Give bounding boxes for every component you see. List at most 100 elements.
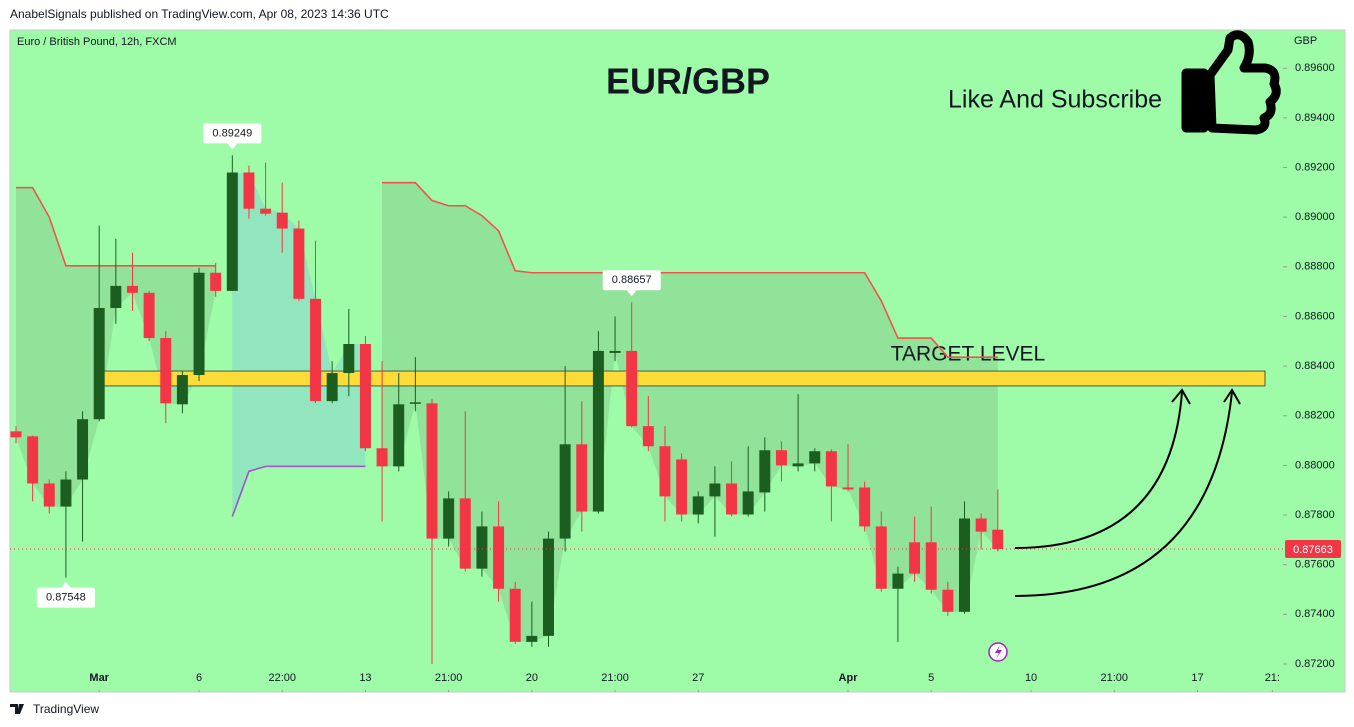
cloud-area bbox=[232, 172, 366, 517]
y-tick-label: 0.89200 bbox=[1295, 161, 1335, 173]
subtitle: Euro / British Pound, 12h, FXCM bbox=[17, 36, 177, 48]
x-tick-label: 21:00 bbox=[601, 672, 629, 684]
forecast-arrows bbox=[1014, 388, 1241, 597]
y-tick-label: 0.88800 bbox=[1295, 261, 1335, 273]
candle-body bbox=[509, 588, 521, 642]
candle-body bbox=[659, 446, 671, 497]
candle-body bbox=[859, 487, 871, 527]
y-tick-label: 0.89400 bbox=[1295, 112, 1335, 124]
candle-body bbox=[759, 450, 771, 493]
price-label: 0.87548 bbox=[46, 591, 86, 603]
price-label-pointer bbox=[626, 290, 637, 297]
indicator-line bbox=[231, 465, 366, 517]
price-label-box bbox=[36, 587, 95, 608]
x-tick-label: 17 bbox=[1191, 672, 1203, 684]
candle-body bbox=[27, 436, 39, 484]
x-tick-label: 21:00 bbox=[1100, 672, 1128, 684]
candle-body bbox=[842, 487, 854, 490]
candle-body bbox=[226, 172, 238, 291]
y-tick-label: 0.87200 bbox=[1295, 658, 1335, 670]
x-tick-label: 20 bbox=[526, 672, 538, 684]
candle-body bbox=[93, 308, 105, 420]
candle-body bbox=[559, 444, 571, 539]
cloud-area bbox=[382, 182, 998, 642]
candle-body bbox=[642, 426, 654, 447]
last-price-label: 0.87663 bbox=[1293, 544, 1333, 556]
footer: TradingView bbox=[33, 702, 99, 716]
y-tick-label: 0.88400 bbox=[1295, 360, 1335, 372]
candle-body bbox=[160, 338, 172, 404]
candle-body bbox=[726, 483, 738, 515]
candle-body bbox=[909, 542, 921, 574]
price-label-pointer bbox=[227, 143, 238, 150]
candle-body bbox=[692, 496, 704, 515]
candle-body bbox=[310, 298, 322, 402]
candle-body bbox=[10, 431, 22, 438]
candle-body bbox=[376, 448, 388, 467]
candle-body bbox=[775, 450, 787, 466]
candle-body bbox=[77, 419, 89, 480]
candle-body bbox=[359, 343, 371, 449]
candle-body bbox=[193, 272, 205, 376]
candle-body bbox=[393, 404, 405, 467]
candle-body bbox=[626, 350, 638, 427]
target-label: TARGET LEVEL bbox=[891, 343, 1045, 366]
x-tick-label: 6 bbox=[196, 672, 202, 684]
candle-body bbox=[709, 483, 721, 497]
candle-body bbox=[326, 373, 338, 402]
x-tick-label: 27 bbox=[692, 672, 704, 684]
candle-body bbox=[110, 285, 122, 309]
candle-body bbox=[676, 459, 688, 515]
candle-body bbox=[493, 526, 505, 589]
candle-body bbox=[476, 526, 488, 569]
y-tick-label: 0.88600 bbox=[1295, 310, 1335, 322]
x-tick-label: 5 bbox=[928, 672, 934, 684]
candle-body bbox=[809, 451, 821, 464]
candle-body bbox=[126, 285, 138, 293]
candle-body bbox=[875, 526, 887, 589]
y-tick-label: 0.87800 bbox=[1295, 509, 1335, 521]
candle-body bbox=[459, 498, 471, 569]
candle-body bbox=[43, 483, 55, 507]
footer-logo bbox=[10, 704, 24, 714]
price-label: 0.89249 bbox=[212, 127, 252, 139]
candle-body bbox=[143, 292, 155, 339]
y-tick-label: 0.87400 bbox=[1295, 608, 1335, 620]
candle-body bbox=[942, 589, 954, 612]
price-label-box bbox=[602, 270, 661, 291]
price-label-pointer bbox=[60, 581, 71, 588]
y-tick-label: 0.88000 bbox=[1295, 459, 1335, 471]
x-tick-label: 21: bbox=[1265, 672, 1280, 684]
candle-body bbox=[792, 463, 804, 467]
candle-body bbox=[426, 403, 438, 539]
candle-body bbox=[975, 518, 987, 532]
candle-body bbox=[276, 212, 288, 229]
candle-body bbox=[576, 444, 588, 512]
candle-body bbox=[293, 228, 305, 299]
y-tick-label: 0.88200 bbox=[1295, 410, 1335, 422]
y-tick-label: 0.87600 bbox=[1295, 559, 1335, 571]
candle-body bbox=[825, 451, 837, 487]
candle-body bbox=[542, 538, 554, 636]
x-tick-label: 13 bbox=[359, 672, 371, 684]
candle-body bbox=[409, 402, 421, 404]
price-label-box bbox=[203, 123, 262, 144]
target-band bbox=[103, 370, 1266, 387]
thumbs-up-icon bbox=[1181, 30, 1281, 135]
x-tick-label: 22:00 bbox=[268, 672, 296, 684]
candle-body bbox=[343, 343, 355, 374]
x-tick-label: Apr bbox=[839, 672, 859, 684]
x-tick-label: Mar bbox=[89, 672, 109, 684]
candle-body bbox=[592, 350, 604, 512]
candle-body bbox=[992, 529, 1004, 550]
candle-body bbox=[60, 479, 72, 507]
candle-body bbox=[176, 375, 188, 405]
candle-body bbox=[260, 208, 272, 214]
last-price-box bbox=[1285, 540, 1341, 559]
unit: GBP bbox=[1294, 35, 1317, 47]
header: AnabelSignals published on TradingView.c… bbox=[10, 7, 389, 21]
y-tick-label: 0.89600 bbox=[1295, 62, 1335, 74]
candle-body bbox=[243, 172, 255, 209]
candle-body bbox=[742, 491, 754, 515]
